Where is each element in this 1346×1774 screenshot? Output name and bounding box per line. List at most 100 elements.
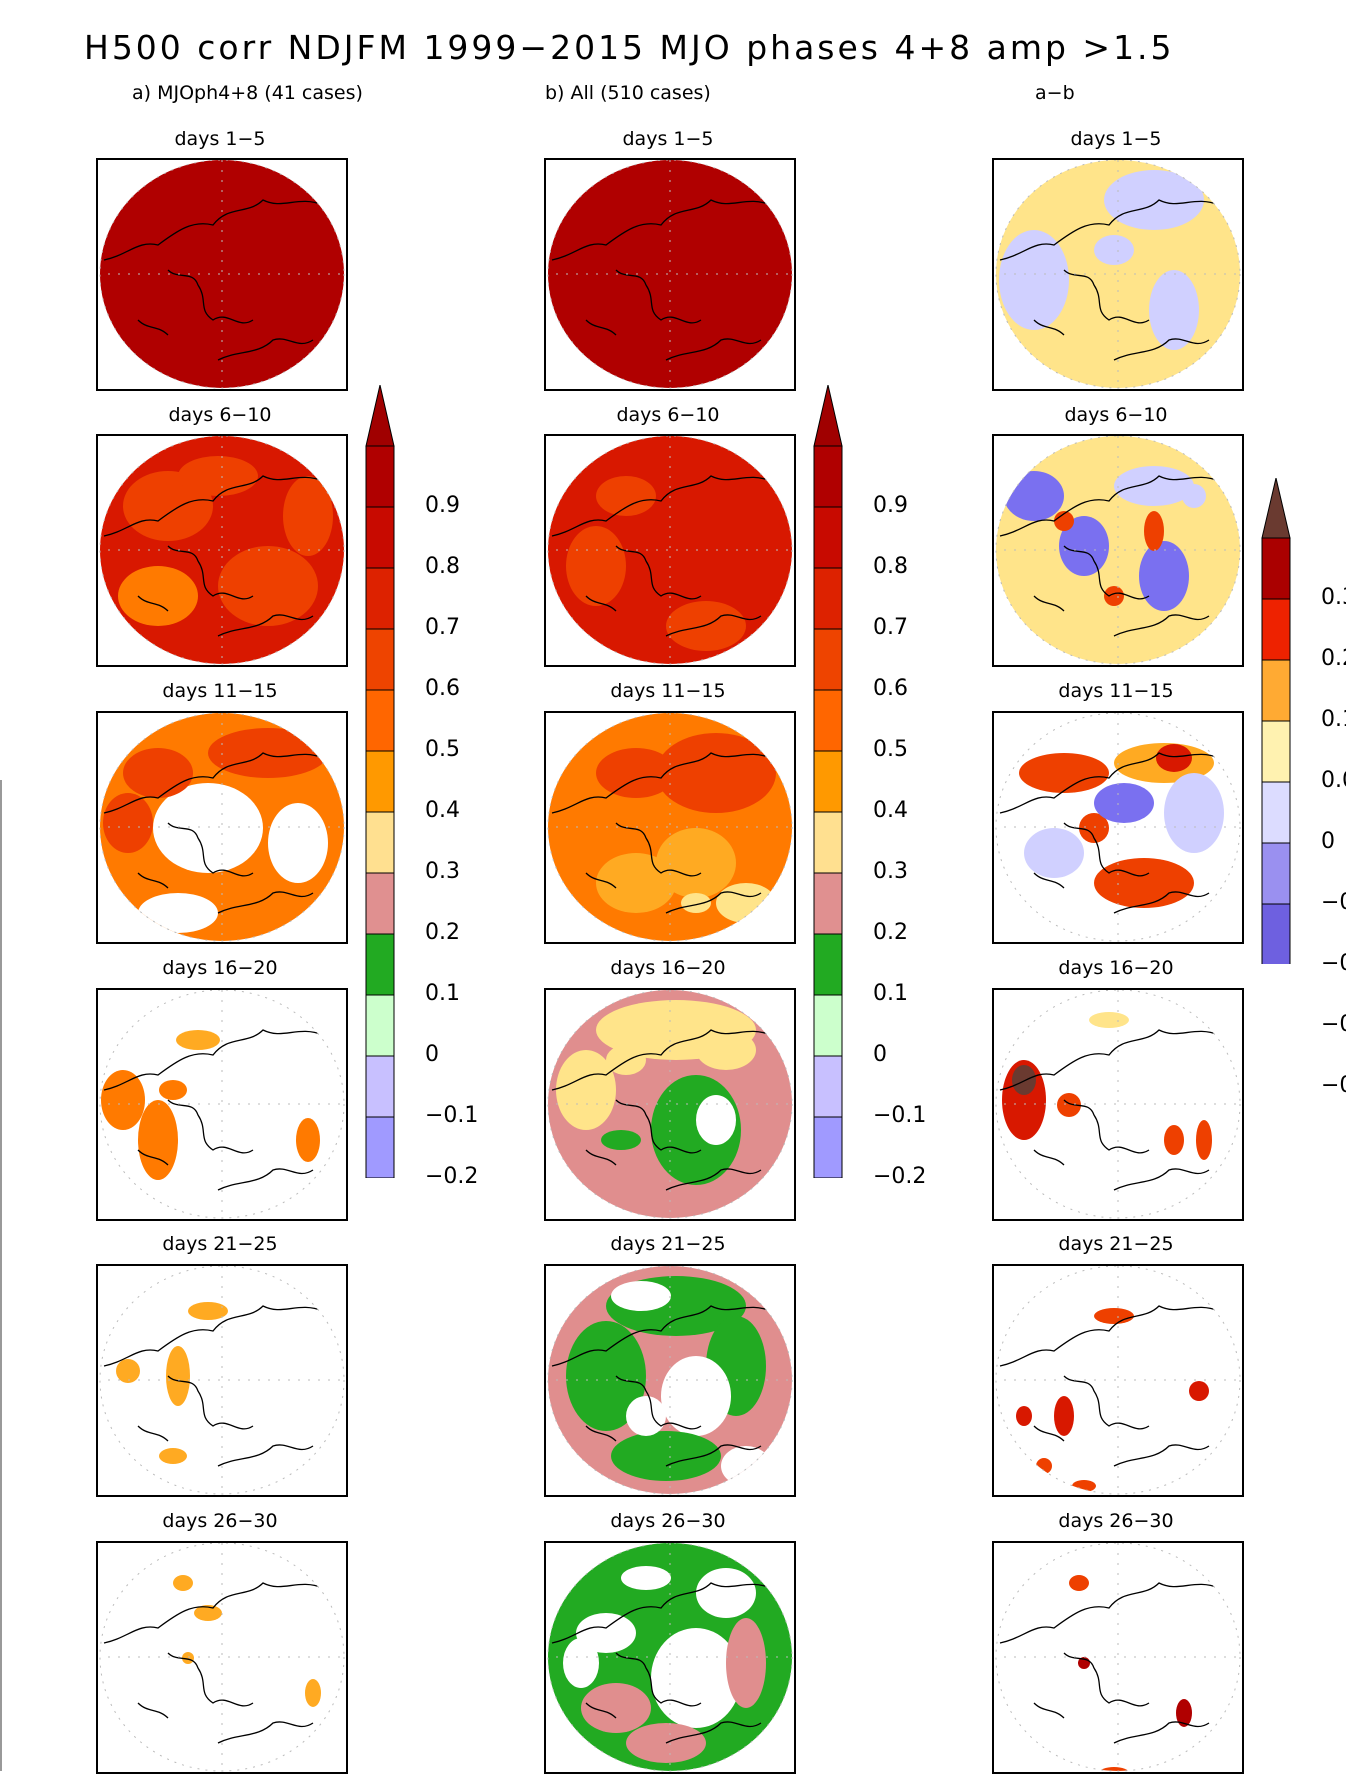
contour-region — [656, 828, 736, 898]
colorbar-tick-label: −0.0 — [1321, 890, 1346, 915]
contour-region — [123, 748, 193, 798]
contour-region — [566, 526, 626, 606]
colorbar-top-arrow — [813, 385, 843, 447]
coastline-outline — [551, 1582, 772, 1744]
panel-title-a-6: days 26−30 — [162, 1510, 278, 1532]
colorbar-tick-label: −0.2 — [1321, 1012, 1346, 1037]
map-panel-b-1 — [544, 158, 796, 391]
colorbar-tick-label: 0.3 — [873, 859, 908, 884]
colorbar-segment — [365, 933, 395, 996]
domain-boundary — [99, 990, 345, 1219]
panel-title-b-2: days 6−10 — [616, 404, 720, 426]
colorbar-tick-label: 0.2 — [873, 920, 908, 945]
contour-region — [1196, 1120, 1212, 1160]
colorbar-tick-label: 0 — [873, 1042, 887, 1067]
contour-region — [1104, 170, 1204, 230]
coastline-outline — [999, 1029, 1220, 1191]
contour-region — [173, 1575, 193, 1591]
contour-region — [1054, 1396, 1074, 1436]
colorbar-segment — [813, 750, 843, 813]
coastline-outline — [999, 752, 1220, 914]
colorbar-tick-label: 0 — [425, 1042, 439, 1067]
colorbar-segment — [1261, 537, 1291, 600]
colorbar-segment — [813, 506, 843, 569]
contour-region — [176, 1030, 220, 1050]
lat-lon-gridline — [100, 160, 344, 388]
contour-region — [1094, 783, 1154, 823]
colorbar-segment — [813, 628, 843, 691]
contour-region — [194, 1605, 222, 1621]
contour-region — [1036, 1458, 1052, 1474]
panel-title-a-2: days 6−10 — [168, 404, 272, 426]
contour-region — [596, 748, 676, 798]
colorbar-tick-label: 0.7 — [873, 615, 908, 640]
colorbar-main-b: 0.9 0.8 0.7 0.6 0.5 0.4 0.3 0.2 0.1 0 −0.1 −0.2 — [813, 385, 926, 1189]
map-panel-a-6 — [96, 1541, 348, 1774]
contour-region — [101, 1070, 145, 1130]
contour-region — [178, 456, 258, 496]
domain-boundary — [99, 713, 345, 942]
panel-title-b-6: days 26−30 — [610, 1510, 726, 1532]
panel-title-a-4: days 16−20 — [162, 957, 278, 979]
coastline-outline — [103, 199, 324, 361]
colorbar-segment — [365, 994, 395, 1057]
colorbar-segment — [365, 811, 395, 874]
colorbar-tick-label: 0.1 — [425, 981, 460, 1006]
contour-region — [1069, 1575, 1089, 1591]
colorbar-tick-label: 0.3 — [1321, 585, 1346, 610]
contour-region — [1024, 828, 1084, 878]
map-panel-b-5 — [544, 1264, 796, 1497]
lat-lon-gridline — [100, 713, 344, 941]
contour-region — [1149, 270, 1199, 350]
colorbar-tick-label: 0.4 — [873, 798, 908, 823]
coastline-outline — [551, 752, 772, 914]
map-panel-b-3 — [544, 711, 796, 944]
domain-boundary — [547, 1266, 793, 1495]
colorbar-tick-label: 0.1 — [1321, 707, 1346, 732]
colorbar-tick-label: 0.8 — [425, 554, 460, 579]
colorbar-tick-label: −0.2 — [873, 1164, 927, 1189]
map-panel-b-4 — [544, 988, 796, 1221]
contour-region — [1099, 1767, 1129, 1771]
panel-title-b-3: days 11−15 — [610, 680, 726, 702]
panel-title-b-5: days 21−25 — [610, 1233, 726, 1255]
domain-boundary — [995, 160, 1241, 389]
contour-region — [1019, 753, 1109, 793]
contour-region — [661, 1356, 731, 1436]
contour-region — [138, 893, 218, 933]
column-title-b: b) All (510 cases) — [545, 82, 711, 104]
contour-region — [999, 230, 1069, 330]
colorbar-tick-label: 0.8 — [873, 554, 908, 579]
colorbar-tick-label: −0.1 — [425, 1103, 479, 1128]
contour-region — [1012, 1065, 1036, 1095]
contour-region — [1094, 858, 1194, 908]
domain-boundary — [99, 436, 345, 665]
lat-lon-gridline — [100, 436, 344, 664]
contour-region — [118, 566, 198, 626]
coastline-outline — [103, 1029, 324, 1191]
domain-boundary — [995, 990, 1241, 1219]
colorbar-segment — [365, 1055, 395, 1118]
lat-lon-gridline — [548, 436, 792, 664]
lat-lon-gridline — [996, 160, 1240, 388]
domain-boundary — [547, 160, 793, 389]
map-panel-a-3 — [96, 711, 348, 944]
map-panel-a-5 — [96, 1264, 348, 1497]
domain-boundary — [547, 713, 793, 942]
colorbar-segment — [813, 933, 843, 996]
colorbar-tick-label: −0.1 — [873, 1103, 927, 1128]
contour-region — [188, 1302, 228, 1320]
contour-region — [1156, 744, 1192, 772]
colorbar-segment — [813, 811, 843, 874]
contour-region — [159, 1080, 187, 1100]
figure-title: H500 corr NDJFM 1999−2015 MJO phases 4+8… — [84, 28, 1175, 67]
colorbar-segment — [813, 1116, 843, 1178]
contour-region — [596, 476, 656, 516]
map-panel-a-1 — [96, 158, 348, 391]
page-edge-line — [0, 780, 2, 1771]
coastline-outline — [999, 1582, 1220, 1744]
contour-region — [1079, 813, 1109, 843]
colorbar-segment — [1261, 598, 1291, 661]
map-panel-c-3 — [992, 711, 1244, 944]
colorbar-segment — [813, 994, 843, 1057]
